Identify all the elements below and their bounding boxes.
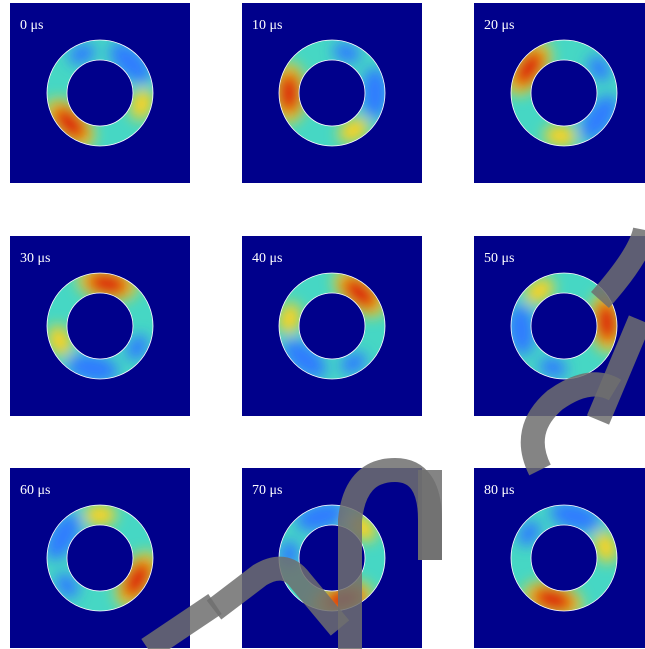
ring-inner-edge [530, 292, 598, 360]
panel: 40 μs [242, 236, 422, 416]
time-label: 50 μs [484, 251, 514, 266]
ring-inner-edge [298, 524, 366, 592]
panel-background [10, 236, 190, 416]
ring-outer-edge [278, 272, 386, 380]
panel-background [242, 236, 422, 416]
time-label: 70 μs [252, 483, 282, 498]
time-label: 30 μs [20, 251, 50, 266]
watermark-stroke [520, 372, 622, 476]
watermark-stroke [591, 227, 645, 308]
ring-inner-edge [66, 59, 134, 127]
ring-inner-edge [298, 292, 366, 360]
time-label: 60 μs [20, 483, 50, 498]
panel: 0 μs [10, 3, 190, 183]
panel-grid: 0 μs 10 μs 20 μs 30 μs 40 μs 50 μs 60 μs 70 μs 8… [10, 3, 645, 648]
watermark-stroke [586, 315, 645, 425]
ring-inner-edge [530, 59, 598, 127]
ring-inner-edge [298, 59, 366, 127]
time-label: 80 μs [484, 483, 514, 498]
ring-outer-edge [46, 504, 154, 612]
ring-outer-edge [46, 272, 154, 380]
panel: 20 μs [474, 3, 645, 183]
panel-background [10, 468, 190, 648]
ring-outer-edge [278, 39, 386, 147]
panel: 30 μs [10, 236, 190, 416]
time-label: 20 μs [484, 18, 514, 33]
panel: 60 μs [10, 468, 190, 648]
watermark-stroke [206, 556, 350, 636]
ring-outer-edge [510, 504, 618, 612]
time-label: 40 μs [252, 251, 282, 266]
ring-outer-edge [510, 39, 618, 147]
ring-outer-edge [46, 39, 154, 147]
panel-background [242, 3, 422, 183]
ring-outer-edge [510, 272, 618, 380]
ring-inner-edge [66, 524, 134, 592]
ring-field [279, 273, 385, 379]
panel-background [10, 3, 190, 183]
watermark-stroke [141, 594, 222, 649]
watermark [141, 227, 645, 649]
panel: 10 μs [242, 3, 422, 183]
panel: 80 μs [474, 468, 645, 648]
ring-inner-edge [530, 524, 598, 592]
time-label: 10 μs [252, 18, 282, 33]
time-label: 0 μs [20, 18, 43, 33]
ring-inner-edge [66, 292, 134, 360]
